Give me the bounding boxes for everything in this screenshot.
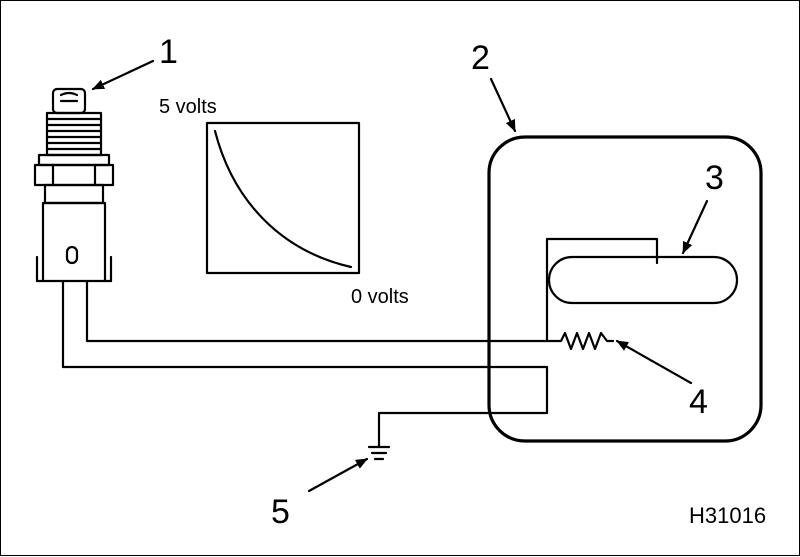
- voltage-graph: 5 volts 0 volts: [159, 96, 409, 308]
- callout-arrow-5: [307, 457, 369, 493]
- signal-wire: [85, 279, 547, 343]
- pull-up-resistor: [543, 331, 615, 351]
- module-housing: [487, 135, 763, 443]
- callout-3: 3: [705, 159, 724, 197]
- callout-5: 5: [271, 493, 290, 531]
- voltage-curve: [213, 129, 353, 269]
- graph-bottom-label: 0 volts: [351, 286, 409, 308]
- callout-arrow-1: [91, 59, 155, 91]
- callout-1: 1: [159, 33, 178, 71]
- callout-arrow-4: [615, 339, 693, 385]
- wiring: [61, 279, 547, 449]
- control-module: [487, 135, 763, 443]
- ground-lead: [377, 411, 491, 449]
- temperature-sensor: [33, 87, 115, 283]
- ground-symbol: [367, 445, 391, 461]
- callout-2: 2: [471, 39, 490, 77]
- processor-slot: [547, 255, 739, 305]
- graph-frame: [205, 121, 361, 275]
- return-wire: [61, 279, 491, 369]
- internal-ground-wire: [487, 365, 549, 415]
- figure-id: H31016: [689, 503, 766, 528]
- callout-4: 4: [689, 383, 708, 421]
- graph-top-label: 5 volts: [159, 96, 217, 118]
- callout-arrow-2: [489, 77, 517, 133]
- callout-arrow-3: [681, 199, 709, 255]
- reference-voltage-wire: [545, 237, 659, 343]
